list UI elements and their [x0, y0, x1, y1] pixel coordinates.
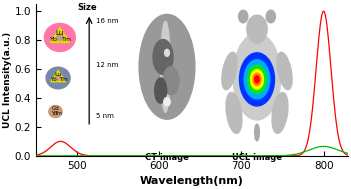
Y-axis label: UCL Intensity(a.u.): UCL Intensity(a.u.)	[3, 32, 12, 128]
X-axis label: Wavelength(nm): Wavelength(nm)	[140, 176, 244, 186]
